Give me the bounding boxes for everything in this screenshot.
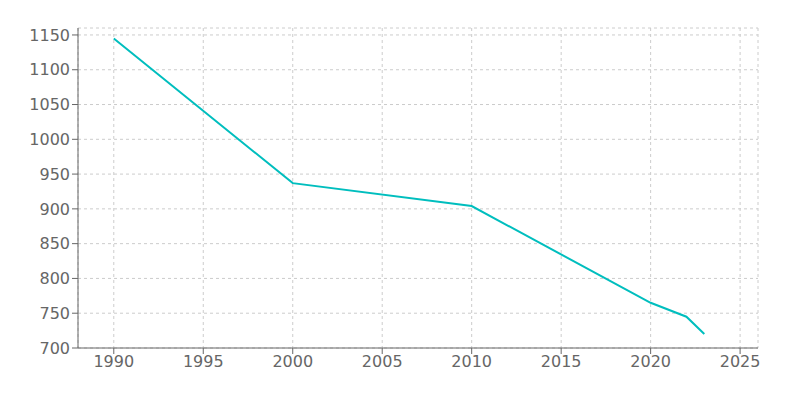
svg-text:750: 750 xyxy=(39,304,70,323)
svg-text:1000: 1000 xyxy=(29,130,70,149)
svg-text:1100: 1100 xyxy=(29,60,70,79)
svg-text:950: 950 xyxy=(39,165,70,184)
svg-text:1995: 1995 xyxy=(183,352,224,371)
svg-text:700: 700 xyxy=(39,339,70,358)
svg-text:2000: 2000 xyxy=(272,352,313,371)
svg-text:1150: 1150 xyxy=(29,26,70,45)
svg-text:850: 850 xyxy=(39,234,70,253)
svg-text:1990: 1990 xyxy=(93,352,134,371)
svg-text:900: 900 xyxy=(39,200,70,219)
svg-text:2020: 2020 xyxy=(630,352,671,371)
svg-text:2005: 2005 xyxy=(362,352,403,371)
svg-text:800: 800 xyxy=(39,269,70,288)
svg-text:2025: 2025 xyxy=(720,352,761,371)
svg-text:1050: 1050 xyxy=(29,95,70,114)
svg-text:2010: 2010 xyxy=(451,352,492,371)
svg-text:2015: 2015 xyxy=(541,352,582,371)
